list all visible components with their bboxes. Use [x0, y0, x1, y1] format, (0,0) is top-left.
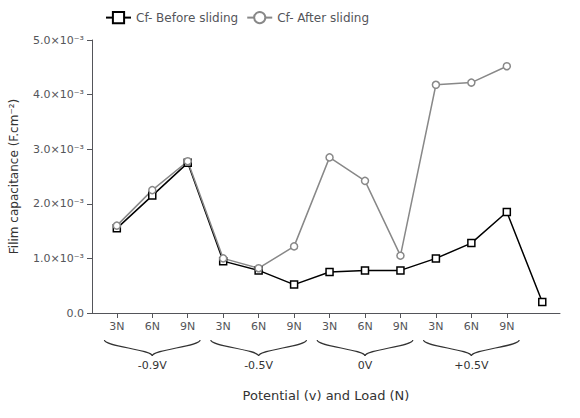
svg-text:5.0×10⁻³: 5.0×10⁻³	[33, 34, 84, 47]
svg-text:-0.9V: -0.9V	[138, 359, 167, 372]
svg-text:Cf- Before sliding: Cf- Before sliding	[136, 11, 238, 25]
svg-text:3N: 3N	[109, 320, 124, 333]
svg-text:0V: 0V	[358, 359, 373, 372]
svg-text:3N: 3N	[322, 320, 337, 333]
svg-text:-0.5V: -0.5V	[244, 359, 273, 372]
svg-text:4.0×10⁻³: 4.0×10⁻³	[33, 88, 84, 101]
svg-text:Potential (v) and Load (N): Potential (v) and Load (N)	[243, 388, 410, 403]
svg-text:9N: 9N	[393, 320, 408, 333]
svg-text:3.0×10⁻³: 3.0×10⁻³	[33, 143, 84, 156]
svg-text:1.0×10⁻³: 1.0×10⁻³	[33, 252, 84, 265]
svg-text:+0.5V: +0.5V	[454, 359, 489, 372]
svg-text:6N: 6N	[357, 320, 372, 333]
svg-text:9N: 9N	[286, 320, 301, 333]
svg-text:6N: 6N	[145, 320, 160, 333]
svg-text:9N: 9N	[180, 320, 195, 333]
svg-text:Cf- After sliding: Cf- After sliding	[277, 11, 369, 25]
svg-text:2.0×10⁻³: 2.0×10⁻³	[33, 197, 84, 210]
svg-text:3N: 3N	[216, 320, 231, 333]
svg-text:6N: 6N	[464, 320, 479, 333]
svg-text:6N: 6N	[251, 320, 266, 333]
svg-text:Filim capacitance (F.cm⁻²): Filim capacitance (F.cm⁻²)	[7, 99, 21, 254]
svg-text:3N: 3N	[428, 320, 443, 333]
svg-text:9N: 9N	[499, 320, 514, 333]
svg-text:0.0: 0.0	[67, 307, 85, 320]
